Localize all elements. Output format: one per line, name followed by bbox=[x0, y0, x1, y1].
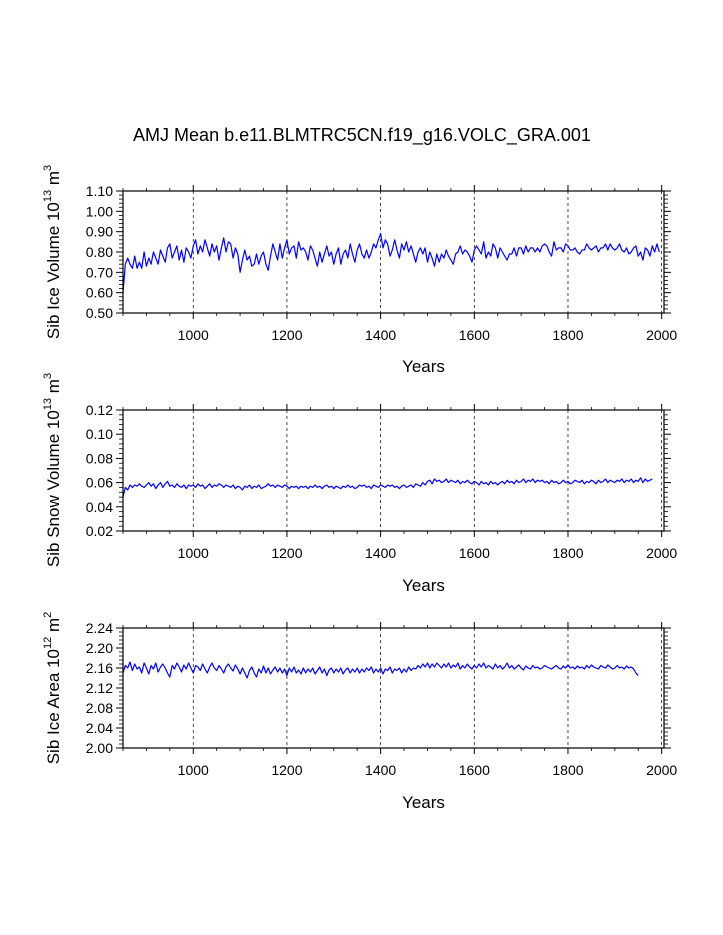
panel-ice-volume: 1000 1200 1400 1600 1800 2000 0.50 0.60 0.70 0.80… bbox=[42, 165, 677, 376]
panel-snow-volume: 1000 1200 1400 1600 1800 2000 0.02 0.04 0.06 0.08… bbox=[42, 373, 677, 595]
panel-ice-area: 1000 1200 1400 1600 1800 2000 2.00 2.04 2.08 2.12… bbox=[42, 612, 677, 812]
y-tick-label: 0.06 bbox=[86, 475, 113, 491]
y-axis-label: Sib Snow Volume 1013 m3 bbox=[42, 373, 63, 567]
x-tick-label: 1600 bbox=[459, 762, 490, 778]
x-tick-label: 2000 bbox=[646, 762, 677, 778]
x-tick-label: 1800 bbox=[552, 545, 583, 561]
plot-frame bbox=[122, 409, 665, 532]
y-tick-label: 2.16 bbox=[86, 660, 113, 676]
y-tick-label: 0.90 bbox=[86, 224, 113, 240]
y-axis-label-text: Sib Ice Area 10 bbox=[44, 649, 63, 764]
y-axis-label-text: Sib Snow Volume 10 bbox=[44, 410, 63, 567]
x-tick-label: 1200 bbox=[271, 545, 302, 561]
y-tick-label: 2.04 bbox=[86, 720, 113, 736]
series-line bbox=[122, 477, 653, 498]
y-axis-label-exponent: 13 bbox=[42, 190, 54, 202]
y-tick-label: 0.50 bbox=[86, 305, 113, 321]
y-tick-label: 0.04 bbox=[86, 499, 113, 515]
series-line bbox=[122, 661, 639, 679]
plot-frame bbox=[122, 627, 665, 749]
y-tick-label: 2.08 bbox=[86, 700, 113, 716]
y-axis-label-unit: m bbox=[44, 379, 63, 398]
y-tick-label: 0.10 bbox=[86, 426, 113, 442]
x-tick-label: 2000 bbox=[646, 545, 677, 561]
x-tick-label: 1400 bbox=[365, 327, 396, 343]
y-tick-label: 0.70 bbox=[86, 264, 113, 280]
x-tick-label: 1600 bbox=[459, 327, 490, 343]
x-tick-label: 1800 bbox=[552, 762, 583, 778]
x-axis-label: Years bbox=[402, 576, 445, 595]
y-tick-label: 0.60 bbox=[86, 285, 113, 301]
y-axis-label-unit: m bbox=[44, 618, 63, 637]
x-axis-label: Years bbox=[402, 793, 445, 812]
x-axis-label: Years bbox=[402, 357, 445, 376]
y-tick-label: 0.80 bbox=[86, 244, 113, 260]
y-axis-label-text: Sib Ice Volume 10 bbox=[44, 202, 63, 339]
y-tick-label: 0.02 bbox=[86, 523, 113, 539]
y-tick-label: 1.10 bbox=[86, 183, 113, 199]
series-line bbox=[122, 233, 660, 293]
x-tick-label: 1000 bbox=[178, 545, 209, 561]
y-tick-label: 2.24 bbox=[86, 620, 113, 636]
y-axis-label-exponent: 13 bbox=[42, 398, 54, 410]
y-axis-label-unit-exponent: 2 bbox=[42, 612, 54, 618]
y-axis-label-exponent: 12 bbox=[42, 637, 54, 649]
y-tick-label: 0.12 bbox=[86, 402, 113, 418]
x-tick-label: 1200 bbox=[271, 327, 302, 343]
x-tick-label: 1000 bbox=[178, 327, 209, 343]
x-tick-label: 1400 bbox=[365, 545, 396, 561]
y-tick-label: 2.12 bbox=[86, 680, 113, 696]
x-tick-label: 1400 bbox=[365, 762, 396, 778]
y-tick-label: 2.00 bbox=[86, 740, 113, 756]
y-axis-label: Sib Ice Area 1012 m2 bbox=[42, 612, 63, 765]
x-tick-label: 2000 bbox=[646, 327, 677, 343]
x-tick-label: 1000 bbox=[178, 762, 209, 778]
plot-frame bbox=[122, 190, 665, 314]
y-tick-label: 2.20 bbox=[86, 640, 113, 656]
y-axis-label: Sib Ice Volume 1013 m3 bbox=[42, 165, 63, 339]
y-axis-label-unit: m bbox=[44, 171, 63, 190]
x-tick-label: 1800 bbox=[552, 327, 583, 343]
x-tick-label: 1200 bbox=[271, 762, 302, 778]
y-tick-label: 1.00 bbox=[86, 203, 113, 219]
y-axis-label-unit-exponent: 3 bbox=[42, 165, 54, 171]
y-axis-label-unit-exponent: 3 bbox=[42, 373, 54, 379]
x-tick-label: 1600 bbox=[459, 545, 490, 561]
figure-title: AMJ Mean b.e11.BLMTRC5CN.f19_g16.VOLC_GR… bbox=[133, 125, 591, 146]
y-tick-label: 0.08 bbox=[86, 450, 113, 466]
